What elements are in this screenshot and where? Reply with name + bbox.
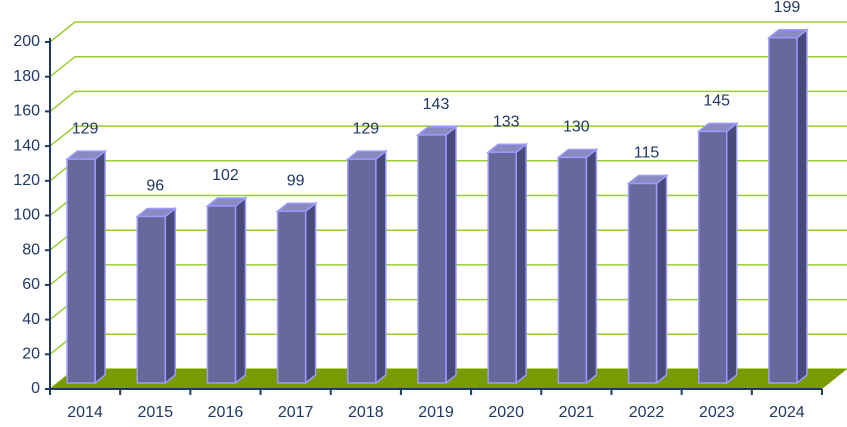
bar — [136, 215, 167, 384]
x-tick-label: 2014 — [67, 404, 103, 421]
value-label: 96 — [146, 178, 164, 195]
value-label: 199 — [774, 0, 801, 16]
bar-side — [796, 28, 808, 385]
bar-side — [234, 196, 247, 385]
bar — [627, 182, 658, 384]
value-label: 102 — [212, 167, 239, 184]
y-tick-label: 120 — [13, 172, 40, 189]
value-label: 129 — [352, 120, 379, 137]
x-tick-label: 2023 — [699, 404, 735, 421]
y-tick-label: 0 — [31, 380, 40, 397]
y-tick-label: 180 — [13, 68, 40, 85]
y-tick-label: 40 — [22, 311, 40, 328]
bar — [557, 156, 588, 384]
bar-side — [725, 121, 738, 385]
bar-side — [94, 149, 106, 385]
bar-side — [585, 147, 598, 385]
bar-side — [655, 173, 668, 385]
x-tick-label: 2017 — [278, 404, 314, 421]
y-tick-label: 160 — [13, 103, 40, 120]
value-label: 145 — [703, 93, 730, 110]
bar — [276, 210, 307, 384]
grid-line — [49, 125, 847, 147]
x-tick-label: 2019 — [418, 404, 454, 421]
x-tick-label: 2021 — [559, 404, 595, 421]
y-tick-label: 200 — [13, 33, 40, 50]
value-label: 129 — [72, 120, 99, 137]
bar — [347, 158, 377, 384]
y-tick-label: 80 — [22, 241, 40, 258]
value-label: 115 — [634, 145, 660, 162]
value-label: 143 — [423, 96, 450, 113]
grid-line — [49, 21, 847, 43]
x-tick-label: 2018 — [348, 404, 384, 421]
bar-side — [304, 201, 317, 385]
bar-side — [515, 142, 527, 385]
bar — [697, 130, 728, 384]
bar-side — [445, 125, 457, 385]
bar — [487, 151, 517, 384]
bar — [417, 134, 447, 384]
value-label: 99 — [287, 172, 305, 189]
value-label: 133 — [493, 113, 520, 130]
y-tick-label: 100 — [13, 207, 40, 224]
y-tick-label: 60 — [22, 276, 40, 293]
value-label: 130 — [563, 119, 590, 136]
x-tick-label: 2020 — [488, 404, 524, 421]
x-tick-label: 2022 — [629, 404, 665, 421]
bar-side — [375, 149, 387, 385]
bar-side — [164, 206, 177, 385]
x-tick-label: 2024 — [769, 404, 805, 421]
bar — [66, 158, 96, 384]
bar — [768, 36, 798, 384]
grid-line — [49, 90, 847, 112]
y-tick-label: 140 — [13, 137, 40, 154]
x-tick-label: 2016 — [208, 404, 244, 421]
grid-line — [49, 55, 847, 78]
x-tick-label: 2015 — [137, 404, 173, 421]
bar — [206, 205, 237, 384]
y-tick-label: 20 — [22, 346, 40, 363]
